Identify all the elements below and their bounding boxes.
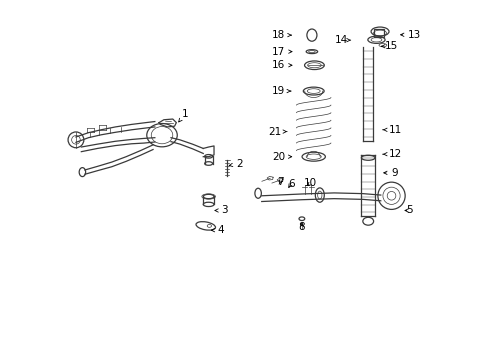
Text: 18: 18 (271, 30, 290, 40)
Text: 12: 12 (382, 149, 401, 159)
Text: 5: 5 (404, 206, 412, 216)
Text: 17: 17 (271, 46, 291, 57)
Text: 6: 6 (287, 179, 294, 189)
Text: 14: 14 (334, 35, 350, 45)
Text: 7: 7 (277, 177, 283, 187)
Text: 3: 3 (215, 206, 227, 216)
Text: 13: 13 (400, 30, 421, 40)
Text: 21: 21 (268, 127, 286, 136)
Text: 15: 15 (381, 41, 397, 51)
Text: 9: 9 (383, 168, 398, 178)
Text: 10: 10 (304, 178, 317, 188)
Text: 19: 19 (271, 86, 290, 96)
Text: 2: 2 (229, 159, 242, 169)
Text: 1: 1 (179, 109, 188, 122)
Text: 4: 4 (211, 225, 224, 235)
Text: 16: 16 (271, 60, 291, 70)
Text: 20: 20 (271, 152, 291, 162)
Text: 8: 8 (298, 222, 305, 232)
Text: 11: 11 (382, 125, 401, 135)
